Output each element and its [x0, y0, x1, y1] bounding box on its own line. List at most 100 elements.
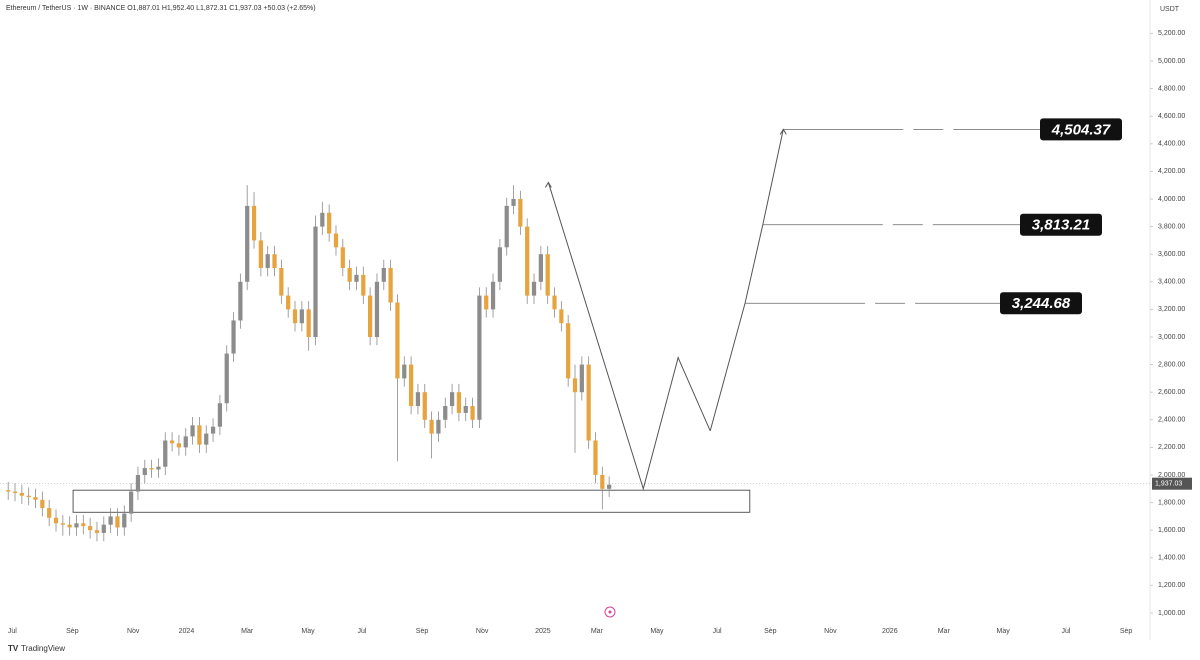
candle-body [163, 440, 168, 467]
candle-body [600, 474, 605, 489]
currency-label: USDT [1160, 6, 1180, 13]
target-label: 3,244.68 [1012, 295, 1071, 312]
y-tick-label: 4,000.00 [1158, 196, 1185, 203]
candle-body [231, 320, 236, 354]
x-tick-label: Jul [713, 628, 722, 635]
target-label: 3,813.21 [1032, 217, 1090, 234]
projection-target-path [709, 129, 784, 431]
y-tick-label: 4,800.00 [1158, 85, 1185, 92]
candle-body [484, 295, 489, 310]
candle-body [395, 302, 400, 379]
candle-body [81, 523, 86, 527]
candle-body [327, 212, 332, 234]
candle-body [190, 425, 195, 437]
y-tick-label: 3,400.00 [1158, 279, 1185, 286]
y-tick-label: 1,400.00 [1158, 555, 1185, 562]
x-tick-label: Nov [127, 628, 140, 635]
y-tick-label: 2,200.00 [1158, 444, 1185, 451]
candle-body [361, 274, 366, 296]
candle-body [210, 426, 216, 434]
candle-body [40, 499, 45, 509]
candle-body [545, 254, 550, 296]
candle-body [245, 205, 250, 282]
y-tick-label: 2,800.00 [1158, 361, 1185, 368]
y-tick-label: 3,000.00 [1158, 334, 1185, 341]
candle-body [463, 405, 468, 413]
y-tick-label: 2,400.00 [1158, 417, 1185, 424]
candle-body [408, 364, 414, 406]
brand-logo: TV TradingView [8, 644, 65, 653]
candle-body [258, 240, 263, 268]
candle-body [149, 468, 154, 470]
y-tick-label: 3,600.00 [1158, 251, 1185, 258]
x-tick-label: Sep [416, 628, 429, 635]
candle-body [518, 198, 523, 227]
candle-body [449, 392, 455, 406]
y-tick-label: 1,800.00 [1158, 499, 1185, 506]
candle-body [572, 378, 578, 393]
x-tick-label: Nov [476, 628, 489, 635]
x-tick-label: Jul [1062, 628, 1071, 635]
event-marker[interactable] [604, 606, 616, 618]
candle-body [313, 226, 318, 337]
candle-body [156, 466, 161, 470]
candle-body [586, 364, 591, 441]
candle-body [94, 530, 100, 533]
candle-body [538, 254, 543, 282]
candle-body [286, 295, 291, 310]
y-tick-label: 1,200.00 [1158, 582, 1185, 589]
candle-body [197, 425, 202, 445]
candle-body [6, 490, 11, 492]
y-tick-label: 4,400.00 [1158, 141, 1185, 148]
candle-body [593, 440, 598, 475]
candle-body [320, 212, 325, 227]
projection-arrow [544, 181, 552, 188]
candle-body [135, 474, 141, 492]
symbol-header: Ethereum / TetherUS · 1W · BINANCE O1,88… [6, 5, 316, 12]
candle-body [122, 513, 127, 528]
brand-mark: TV [8, 644, 19, 653]
candle-body [292, 309, 298, 324]
target-box [1000, 292, 1082, 315]
candle-body [579, 364, 584, 393]
candle-body [101, 524, 106, 533]
candle-body [381, 267, 386, 282]
candle-body [422, 392, 427, 420]
candle-body [456, 392, 462, 413]
x-tick-label: Sep [1120, 628, 1133, 635]
y-tick-label: 1,600.00 [1158, 527, 1185, 534]
candle-body [402, 364, 407, 379]
y-tick-label: 2,000.00 [1158, 472, 1185, 479]
x-tick-label: Jul [8, 628, 17, 635]
projection-path [547, 182, 711, 491]
x-tick-label: May [650, 628, 664, 635]
support-zone [72, 489, 751, 513]
x-tick-label: Nov [824, 628, 837, 635]
candle-body [607, 484, 612, 489]
candle-body [470, 405, 475, 420]
candle-body [115, 516, 120, 528]
candle-body [108, 516, 113, 525]
x-tick-label: 2024 [179, 628, 195, 635]
last-price-label: 1,937.03 [1155, 481, 1182, 488]
y-tick-label: 4,600.00 [1158, 113, 1185, 120]
candle-body [368, 295, 373, 337]
x-tick-label: 2026 [882, 628, 898, 635]
candle-body [490, 281, 496, 310]
candle-body [497, 247, 502, 282]
candle-body [415, 392, 421, 406]
last-price-box [1152, 477, 1192, 490]
candle-body [347, 267, 352, 282]
target-box [1040, 118, 1122, 141]
x-tick-label: Sep [764, 628, 777, 635]
candle-body [142, 468, 147, 475]
y-tick-label: 5,000.00 [1158, 58, 1185, 65]
candle-body [176, 443, 182, 448]
candle-body [238, 281, 243, 321]
candle-body [224, 353, 229, 404]
candle-body [88, 526, 93, 531]
x-tick-label: Mar [591, 628, 604, 635]
candle-body [306, 309, 311, 337]
